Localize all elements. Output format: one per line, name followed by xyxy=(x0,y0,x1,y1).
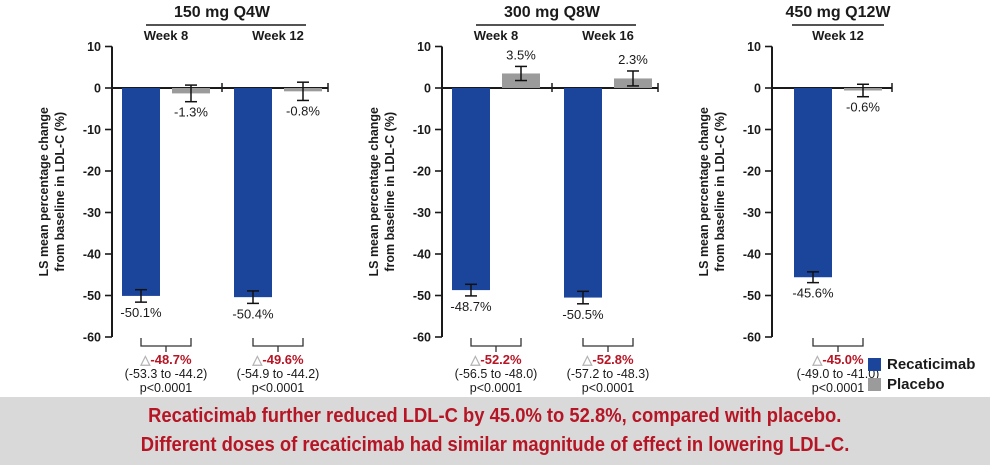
legend-label: Recaticimab xyxy=(887,356,976,373)
y-tick-label: 10 xyxy=(747,40,761,54)
placebo-value-label: -0.8% xyxy=(286,103,320,118)
legend-item-placebo: Placebo xyxy=(868,376,975,393)
delta-ci-label: (-54.9 to -44.2) xyxy=(237,367,320,381)
y-axis-label-line2: from baseline in LDL-C (%) xyxy=(713,112,727,272)
comparison-bracket xyxy=(140,338,192,352)
y-tick-label: 10 xyxy=(417,40,431,54)
week-label: Week 12 xyxy=(812,28,864,43)
placebo-value-label: -0.6% xyxy=(846,100,880,115)
week-label: Week 8 xyxy=(144,28,189,43)
panels-row: 150 mg Q4W Week 8 Week 12 10 0 -10 -20 -30 -40 -5… xyxy=(37,4,893,395)
delta-ci-label: (-57.2 to -48.3) xyxy=(567,367,650,381)
y-tick-label: 0 xyxy=(754,82,761,96)
y-tick-label: -10 xyxy=(413,123,431,137)
comparison-bracket xyxy=(470,338,522,352)
comparison-bracket xyxy=(252,338,304,352)
week-label: Week 12 xyxy=(252,28,304,43)
y-tick-label: 10 xyxy=(87,40,101,54)
recaticimab-bar xyxy=(122,88,160,296)
panel-title: 150 mg Q4W xyxy=(174,4,271,21)
legend: Recaticimab Placebo xyxy=(868,356,975,393)
y-axis-label-line1: LS mean percentage change xyxy=(367,107,381,277)
y-tick-label: -30 xyxy=(83,206,101,220)
y-tick-label: -50 xyxy=(413,289,431,303)
caption-line-1: Recaticimab further reduced LDL-C by 45.… xyxy=(148,405,842,427)
panel-2: 300 mg Q8W Week 8 Week 16 10 0 -10 -20 -30 -40 -5… xyxy=(367,4,659,395)
delta-label: △-52.2% xyxy=(469,352,522,367)
recaticimab-bar xyxy=(452,88,490,291)
delta-p-value: p<0.0001 xyxy=(140,381,193,395)
recaticimab-bar xyxy=(564,88,602,298)
panel-title: 300 mg Q8W xyxy=(504,4,601,21)
y-tick-label: -20 xyxy=(83,165,101,179)
y-tick-label: -60 xyxy=(413,331,431,345)
week-label: Week 16 xyxy=(582,28,634,43)
panel-1: 150 mg Q4W Week 8 Week 12 10 0 -10 -20 -30 -40 -5… xyxy=(37,4,329,395)
recaticimab-value-label: -50.1% xyxy=(120,305,162,320)
delta-ci-label: (-49.0 to -41.0) xyxy=(797,367,880,381)
delta-label: △-45.0% xyxy=(811,352,864,367)
legend-swatch-placebo xyxy=(868,378,881,391)
recaticimab-value-label: -45.6% xyxy=(792,286,834,301)
delta-label: △-49.6% xyxy=(251,352,304,367)
panel-3: 450 mg Q12W Week 12 10 0 -10 -20 -30 -40 -50 -60 L… xyxy=(697,4,893,395)
y-tick-label: -10 xyxy=(743,123,761,137)
recaticimab-bar xyxy=(794,88,832,278)
legend-swatch-recaticimab xyxy=(868,358,881,371)
comparison-bracket xyxy=(812,338,864,352)
recaticimab-value-label: -48.7% xyxy=(450,299,492,314)
week-label: Week 8 xyxy=(474,28,519,43)
recaticimab-value-label: -50.4% xyxy=(232,306,274,321)
y-tick-label: -20 xyxy=(413,165,431,179)
caption-band: Recaticimab further reduced LDL-C by 45.… xyxy=(0,397,990,465)
y-axis-label-line1: LS mean percentage change xyxy=(37,107,51,277)
y-tick-label: 0 xyxy=(94,82,101,96)
delta-ci-label: (-56.5 to -48.0) xyxy=(455,367,538,381)
placebo-value-label: -1.3% xyxy=(174,105,208,120)
delta-p-value: p<0.0001 xyxy=(582,381,635,395)
recaticimab-value-label: -50.5% xyxy=(562,307,604,322)
y-tick-label: -40 xyxy=(413,248,431,262)
y-tick-label: -60 xyxy=(83,331,101,345)
comparison-bracket xyxy=(582,338,634,352)
y-axis-label-line2: from baseline in LDL-C (%) xyxy=(53,112,67,272)
delta-label: △-48.7% xyxy=(139,352,192,367)
delta-p-value: p<0.0001 xyxy=(812,381,865,395)
legend-item-recaticimab: Recaticimab xyxy=(868,356,975,373)
placebo-value-label: 3.5% xyxy=(506,47,536,62)
placebo-value-label: 2.3% xyxy=(618,52,648,67)
y-tick-label: 0 xyxy=(424,82,431,96)
y-tick-label: -40 xyxy=(743,248,761,262)
delta-ci-label: (-53.3 to -44.2) xyxy=(125,367,208,381)
panel-title: 450 mg Q12W xyxy=(786,4,892,21)
delta-p-value: p<0.0001 xyxy=(470,381,523,395)
legend-label: Placebo xyxy=(887,376,945,393)
y-tick-label: -20 xyxy=(743,165,761,179)
y-tick-label: -40 xyxy=(83,248,101,262)
recaticimab-bar xyxy=(234,88,272,298)
y-tick-label: -50 xyxy=(83,289,101,303)
y-tick-label: -50 xyxy=(743,289,761,303)
y-axis-label-line2: from baseline in LDL-C (%) xyxy=(383,112,397,272)
y-axis-label-line1: LS mean percentage change xyxy=(697,107,711,277)
y-tick-label: -30 xyxy=(413,206,431,220)
y-tick-label: -60 xyxy=(743,331,761,345)
caption-line-2: Different doses of recaticimab had simil… xyxy=(140,434,850,456)
delta-label: △-52.8% xyxy=(581,352,634,367)
y-tick-label: -30 xyxy=(743,206,761,220)
delta-p-value: p<0.0001 xyxy=(252,381,305,395)
y-tick-label: -10 xyxy=(83,123,101,137)
